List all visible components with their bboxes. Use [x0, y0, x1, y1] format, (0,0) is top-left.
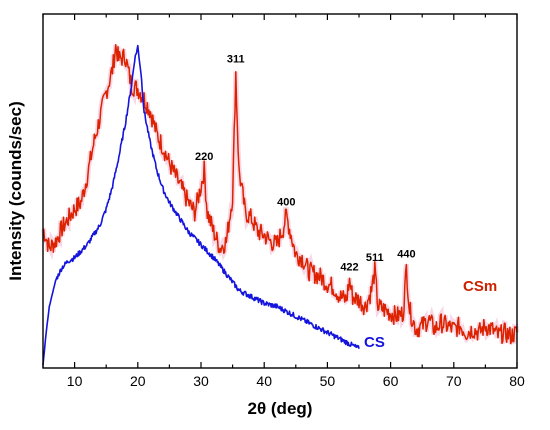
- peak-label-511: 511: [366, 252, 384, 264]
- x-axis-label: 2θ (deg): [248, 399, 313, 418]
- series-label-csm: CSm: [463, 278, 497, 295]
- y-axis-label: Intensity (counds/sec): [6, 101, 25, 280]
- x-tick-label-10: 10: [67, 373, 83, 389]
- series-labels: CSm CS: [364, 278, 497, 351]
- x-tick-label-20: 20: [130, 373, 146, 389]
- peak-label-400: 400: [277, 197, 295, 209]
- plot-frame: [42, 13, 518, 369]
- peak-label-220: 220: [195, 151, 213, 163]
- plot-area: [40, 44, 520, 366]
- series-label-cs: CS: [364, 334, 385, 351]
- peak-labels: 220 311 400 422 511 440: [195, 54, 416, 274]
- x-tick-label-80: 80: [509, 373, 525, 389]
- series-line-cs: [42, 44, 360, 366]
- peak-label-422: 422: [340, 262, 358, 274]
- x-tick-label-50: 50: [320, 373, 336, 389]
- x-tick-label-60: 60: [383, 373, 399, 389]
- peak-label-311: 311: [227, 54, 245, 66]
- axes: 10 20 30 40 50 60 70 80: [42, 13, 525, 389]
- peak-label-440: 440: [397, 249, 415, 261]
- x-tick-label-40: 40: [256, 373, 272, 389]
- series-line-csm: [42, 44, 518, 345]
- x-tick-label-30: 30: [193, 373, 209, 389]
- x-tick-label-70: 70: [446, 373, 462, 389]
